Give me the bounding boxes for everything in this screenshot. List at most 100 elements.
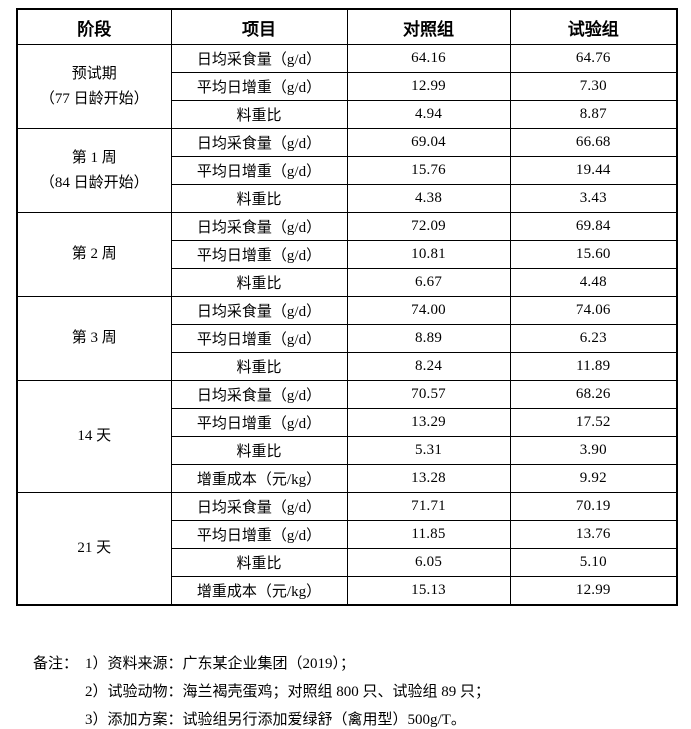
test-cell: 11.89 [509,352,678,381]
test-cell: 4.48 [509,268,678,297]
notes-label: 备注： [33,656,79,672]
item-cell: 料重比 [170,184,348,213]
test-cell: 9.92 [509,464,678,493]
item-cell: 料重比 [170,548,348,577]
stage-cell: 第 1 周 （84 日龄开始） [16,128,172,213]
test-cell: 3.43 [509,184,678,213]
stage-cell: 第 3 周 [16,296,172,381]
note-line: 备注： 1）资料来源：广东某企业集团（2019）； [33,650,490,678]
note-text: 1）资料来源：广东某企业集团（2019）； [85,656,356,672]
item-cell: 平均日增重（g/d） [170,156,348,185]
table-row: 料重比 4.94 8.87 [17,100,678,129]
control-cell: 64.16 [346,44,511,73]
table-row: 料重比 8.24 11.89 [17,352,678,381]
item-cell: 日均采食量（g/d） [170,128,348,157]
stage-cell: 第 2 周 [16,212,172,297]
item-cell: 平均日增重（g/d） [170,324,348,353]
test-cell: 3.90 [509,436,678,465]
control-cell: 5.31 [346,436,511,465]
test-cell: 7.30 [509,72,678,101]
test-cell: 70.19 [509,492,678,521]
table-row: 平均日增重（g/d） 12.99 7.30 [17,72,678,101]
item-cell: 料重比 [170,268,348,297]
table-row: 料重比 5.31 3.90 [17,436,678,465]
item-cell: 料重比 [170,436,348,465]
table-row: 平均日增重（g/d） 13.29 17.52 [17,408,678,437]
stage-label-line: 21 天 [77,540,112,557]
stage-cell: 21 天 [16,492,172,606]
item-cell: 料重比 [170,352,348,381]
item-cell: 平均日增重（g/d） [170,520,348,549]
control-cell: 6.67 [346,268,511,297]
stage-label-line: 14 天 [77,428,112,445]
note-text: 3）添加方案：试验组另行添加爱绿舒（禽用型）500g/T。 [85,712,466,728]
notes-section: 备注： 1）资料来源：广东某企业集团（2019）； 2）试验动物：海兰褐壳蛋鸡；对照… [33,650,490,729]
stage-label-line: （84 日龄开始） [39,174,149,191]
table-row: 料重比 6.67 4.48 [17,268,678,297]
note-line: 2）试验动物：海兰褐壳蛋鸡；对照组 800 只、试验组 89 只； [33,678,490,706]
table-row: 增重成本（元/kg） 13.28 9.92 [17,464,678,493]
control-cell: 10.81 [346,240,511,269]
control-cell: 72.09 [346,212,511,241]
item-cell: 日均采食量（g/d） [170,212,348,241]
control-cell: 69.04 [346,128,511,157]
test-cell: 74.06 [509,296,678,325]
column-header-test-group: 试验组 [509,8,678,45]
control-cell: 71.71 [346,492,511,521]
stage-label-line: 预试期 [71,65,117,82]
note-text: 2）试验动物：海兰褐壳蛋鸡；对照组 800 只、试验组 89 只； [85,684,491,700]
test-cell: 12.99 [509,576,678,606]
table-row: 第 2 周 日均采食量（g/d） 72.09 69.84 [16,212,678,297]
test-cell: 8.87 [509,100,678,129]
test-cell: 17.52 [509,408,678,437]
notes-label [33,678,85,706]
table-row: 增重成本（元/kg） 15.13 12.99 [17,576,678,606]
results-table: 阶段 项目 对照组 试验组 预试期 （77 日龄开始） 日均采食量（g/d） 64.16 64… [16,8,678,606]
table-row: 第 1 周 （84 日龄开始） 日均采食量（g/d） 69.04 66.68 [16,128,678,213]
control-cell: 13.28 [346,464,511,493]
control-cell: 8.24 [346,352,511,381]
table-row: 21 天 日均采食量（g/d） 71.71 70.19 [16,492,678,606]
stage-cell: 预试期 （77 日龄开始） [16,44,172,129]
table-header-row: 阶段 项目 对照组 试验组 [16,8,678,45]
table-row: 料重比 6.05 5.10 [17,548,678,577]
column-header-stage: 阶段 [16,8,172,45]
control-cell: 74.00 [346,296,511,325]
item-cell: 日均采食量（g/d） [170,296,348,325]
table-row: 第 3 周 日均采食量（g/d） 74.00 74.06 [16,296,678,381]
control-cell: 15.76 [346,156,511,185]
test-cell: 13.76 [509,520,678,549]
item-cell: 日均采食量（g/d） [170,380,348,409]
test-cell: 6.23 [509,324,678,353]
stage-label-line: 第 2 周 [71,246,117,263]
notes-label [33,706,85,729]
column-header-item: 项目 [170,8,348,45]
table-row: 平均日增重（g/d） 10.81 15.60 [17,240,678,269]
stage-label-line: 第 3 周 [71,330,117,347]
control-cell: 6.05 [346,548,511,577]
test-cell: 19.44 [509,156,678,185]
control-cell: 13.29 [346,408,511,437]
stage-cell: 14 天 [16,380,172,493]
control-cell: 70.57 [346,380,511,409]
column-header-control-group: 对照组 [346,8,511,45]
item-cell: 日均采食量（g/d） [170,492,348,521]
note-line: 3）添加方案：试验组另行添加爱绿舒（禽用型）500g/T。 [33,706,490,729]
test-cell: 15.60 [509,240,678,269]
item-cell: 平均日增重（g/d） [170,408,348,437]
item-cell: 日均采食量（g/d） [170,44,348,73]
item-cell: 料重比 [170,100,348,129]
control-cell: 4.38 [346,184,511,213]
item-cell: 平均日增重（g/d） [170,72,348,101]
test-cell: 68.26 [509,380,678,409]
test-cell: 66.68 [509,128,678,157]
control-cell: 12.99 [346,72,511,101]
table-row: 平均日增重（g/d） 15.76 19.44 [17,156,678,185]
test-cell: 69.84 [509,212,678,241]
table-row: 14 天 日均采食量（g/d） 70.57 68.26 [16,380,678,493]
table-row: 预试期 （77 日龄开始） 日均采食量（g/d） 64.16 64.76 [16,44,678,129]
item-cell: 增重成本（元/kg） [170,576,348,606]
control-cell: 4.94 [346,100,511,129]
table-row: 料重比 4.38 3.43 [17,184,678,213]
